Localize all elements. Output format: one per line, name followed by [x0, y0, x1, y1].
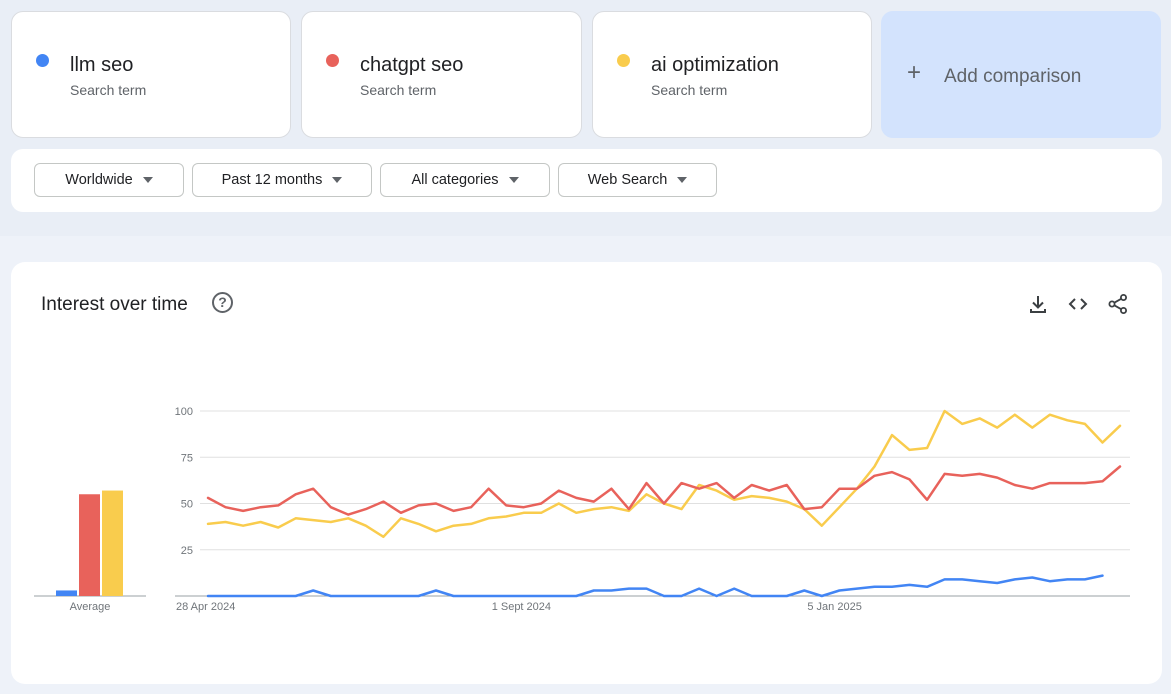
panel-title: Interest over time [41, 294, 188, 315]
series-line-chatgpt-seo [206, 465, 1122, 516]
add-comparison-label: Add comparison [944, 66, 1082, 87]
filter-label: Worldwide [65, 172, 133, 188]
term-name[interactable]: llm seo [70, 54, 134, 76]
term-type: Search term [651, 82, 728, 98]
dropdown-arrow-icon [508, 177, 519, 183]
region-filter[interactable]: Worldwide [34, 163, 184, 197]
term-card-llm-seo[interactable]: llm seo Search term [11, 11, 291, 138]
term-type: Search term [70, 82, 147, 98]
y-tick-label: 100 [175, 406, 193, 418]
dropdown-arrow-icon [142, 177, 153, 183]
average-label: Average [70, 601, 111, 613]
term-type: Search term [360, 82, 437, 98]
category-filter[interactable]: All categories [380, 163, 550, 197]
series-color-dot [326, 54, 339, 67]
term-card-ai-optimization[interactable]: ai optimization Search term [592, 11, 872, 138]
average-bar-ai-optimization [102, 490, 123, 596]
search-type-filter[interactable]: Web Search [558, 163, 717, 197]
dropdown-arrow-icon [677, 177, 688, 183]
embed-code-icon[interactable] [1067, 293, 1089, 315]
series-color-dot [36, 54, 49, 67]
y-tick-label: 75 [181, 452, 193, 464]
x-tick-label: 1 Sept 2024 [492, 601, 551, 613]
share-icon[interactable] [1107, 293, 1129, 315]
dropdown-arrow-icon [332, 177, 343, 183]
average-bar-chatgpt-seo [79, 494, 100, 596]
help-icon[interactable]: ? [212, 292, 233, 313]
term-name[interactable]: ai optimization [651, 54, 779, 76]
average-bar-llm-seo [56, 590, 77, 596]
filter-label: Past 12 months [221, 172, 323, 188]
term-name[interactable]: chatgpt seo [360, 54, 464, 76]
x-tick-label: 5 Jan 2025 [807, 601, 861, 613]
series-line-llm-seo [206, 574, 1104, 598]
filter-bar: Worldwide Past 12 months All categories … [11, 149, 1162, 212]
plus-icon: + [907, 59, 922, 86]
y-tick-label: 25 [181, 545, 193, 557]
series-color-dot [617, 54, 630, 67]
time-range-filter[interactable]: Past 12 months [192, 163, 372, 197]
x-tick-label: 28 Apr 2024 [176, 601, 235, 613]
filter-label: Web Search [587, 172, 668, 188]
add-comparison-button[interactable]: + Add comparison [881, 11, 1161, 138]
download-icon[interactable] [1027, 293, 1049, 315]
y-tick-label: 50 [181, 499, 193, 511]
term-card-chatgpt-seo[interactable]: chatgpt seo Search term [301, 11, 582, 138]
filter-label: All categories [411, 172, 499, 188]
interest-over-time-panel: Interest over time ? [11, 262, 1162, 684]
